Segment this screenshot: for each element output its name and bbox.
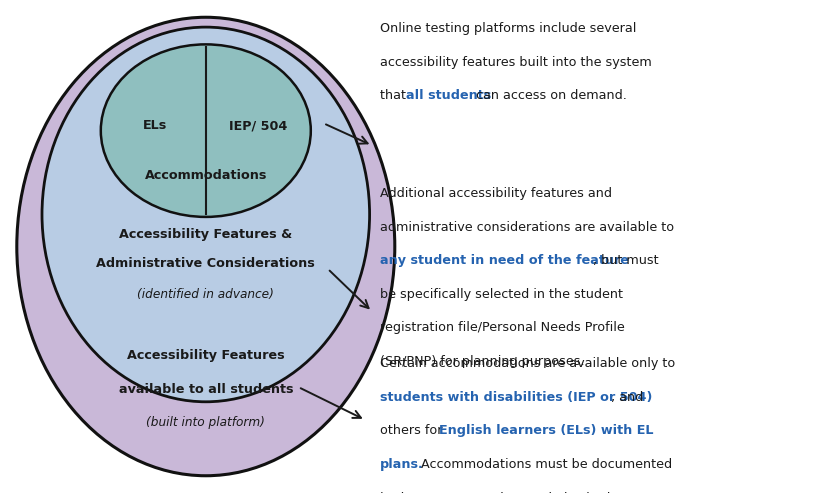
Text: (built into platform): (built into platform) bbox=[146, 416, 265, 428]
Text: available to all students: available to all students bbox=[118, 383, 293, 396]
Text: any student in need of the feature: any student in need of the feature bbox=[380, 254, 628, 267]
Text: be specifically selected in the student: be specifically selected in the student bbox=[380, 288, 622, 301]
Text: that: that bbox=[380, 89, 410, 102]
Text: ELs: ELs bbox=[144, 119, 167, 132]
Text: Accessibility Features: Accessibility Features bbox=[127, 350, 285, 362]
Text: all students: all students bbox=[406, 89, 491, 102]
Ellipse shape bbox=[42, 27, 370, 402]
Text: others for: others for bbox=[380, 424, 446, 437]
Text: Certain accommodations are available only to: Certain accommodations are available onl… bbox=[380, 357, 675, 370]
Text: Additional accessibility features and: Additional accessibility features and bbox=[380, 187, 612, 200]
Text: in the IEP/504/EL plan, and also in the: in the IEP/504/EL plan, and also in the bbox=[380, 492, 622, 493]
Text: Online testing platforms include several: Online testing platforms include several bbox=[380, 22, 636, 35]
Text: Accommodations must be documented: Accommodations must be documented bbox=[417, 458, 672, 471]
Text: can access on demand.: can access on demand. bbox=[472, 89, 627, 102]
Text: , and: , and bbox=[611, 391, 643, 404]
Text: English learners (ELs) with EL: English learners (ELs) with EL bbox=[439, 424, 654, 437]
Text: IEP/ 504: IEP/ 504 bbox=[228, 119, 287, 132]
Text: (identified in advance): (identified in advance) bbox=[138, 288, 274, 301]
Text: accessibility features built into the system: accessibility features built into the sy… bbox=[380, 56, 652, 69]
Text: Accessibility Features &: Accessibility Features & bbox=[119, 228, 292, 241]
Text: administrative considerations are available to: administrative considerations are availa… bbox=[380, 221, 674, 234]
Text: plans.: plans. bbox=[380, 458, 423, 471]
Text: , but must: , but must bbox=[593, 254, 659, 267]
Text: (SR/PNP) for planning purposes.: (SR/PNP) for planning purposes. bbox=[380, 355, 585, 368]
Ellipse shape bbox=[101, 44, 311, 217]
Text: registration file/Personal Needs Profile: registration file/Personal Needs Profile bbox=[380, 321, 624, 334]
Text: students with disabilities (IEP or 504): students with disabilities (IEP or 504) bbox=[380, 391, 652, 404]
Ellipse shape bbox=[17, 17, 395, 476]
Text: Accommodations: Accommodations bbox=[144, 169, 267, 181]
Text: Administrative Considerations: Administrative Considerations bbox=[97, 257, 315, 270]
